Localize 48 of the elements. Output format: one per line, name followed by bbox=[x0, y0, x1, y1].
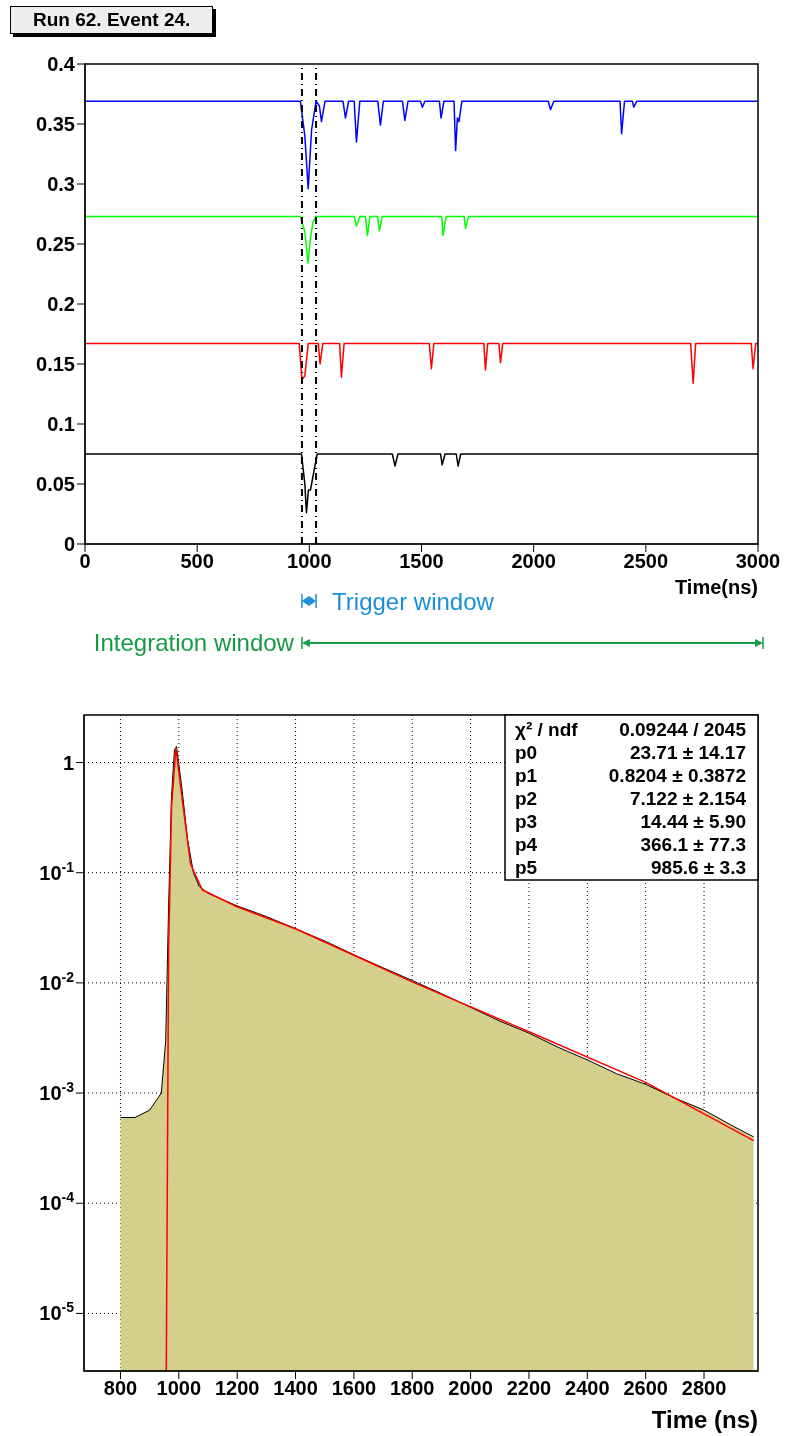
x-tick-label: 1200 bbox=[214, 1377, 260, 1399]
y-tick-label: 10$^{-1}$ bbox=[39, 858, 75, 884]
line-series bbox=[85, 215, 758, 264]
x-tick-label: 2000 bbox=[511, 550, 556, 572]
text: Integration window bbox=[93, 629, 295, 656]
text: p5 985.6 ± 3.3 bbox=[515, 857, 746, 878]
y-tick-label: 10$^{-2}$ bbox=[39, 968, 75, 994]
text: p4 366.1 ± 77.3 bbox=[515, 834, 746, 855]
x-tick-label: 2200 bbox=[506, 1377, 552, 1399]
y-tick-label: 0.1 bbox=[47, 413, 75, 435]
x-tick-label: 2500 bbox=[623, 550, 669, 572]
x-tick-label: 2400 bbox=[565, 1377, 610, 1399]
x-tick-label: 1400 bbox=[273, 1377, 318, 1399]
y-tick-label: 0.3 bbox=[47, 173, 75, 195]
y-tick-label: 0.15 bbox=[36, 353, 75, 375]
x-tick-label: 0 bbox=[79, 550, 91, 572]
x-tick-label: 500 bbox=[180, 550, 214, 572]
text: Trigger window bbox=[332, 588, 495, 615]
y-tick-label: 0.25 bbox=[36, 233, 75, 255]
x-tick-label: 800 bbox=[103, 1377, 138, 1399]
text: p1 0.8204 ± 0.3872 bbox=[515, 765, 746, 786]
x-axis-title: Time (ns) bbox=[651, 1406, 758, 1433]
x-tick-label: 1000 bbox=[156, 1377, 202, 1399]
x-tick-label: 3000 bbox=[735, 550, 781, 572]
x-tick-label: 2000 bbox=[448, 1377, 493, 1399]
x-tick-label: 1600 bbox=[331, 1377, 377, 1399]
y-tick-label: 10$^{-4}$ bbox=[39, 1189, 75, 1215]
y-tick-label: 10$^{-5}$ bbox=[39, 1299, 75, 1325]
y-tick-label: 0 bbox=[63, 533, 75, 555]
y-tick-label: 0.4 bbox=[47, 53, 76, 75]
x-tick-label: 2800 bbox=[681, 1377, 727, 1399]
x-tick-label: 1000 bbox=[287, 550, 332, 572]
x-axis-title: Time(ns) bbox=[675, 576, 758, 598]
y-tick-label: 1 bbox=[62, 751, 74, 774]
text: p0 23.71 ± 14.17 bbox=[515, 742, 746, 763]
x-tick-label: 2600 bbox=[623, 1377, 668, 1399]
y-tick-label: 0.2 bbox=[47, 293, 75, 315]
y-tick-label: 0.35 bbox=[36, 113, 75, 135]
line-series bbox=[85, 100, 758, 190]
x-tick-label: 1500 bbox=[399, 550, 444, 572]
y-tick-label: 10$^{-3}$ bbox=[39, 1079, 75, 1105]
chart-title: Run 62. Event 24. bbox=[10, 6, 214, 34]
text: p2 7.122 ± 2.154 bbox=[515, 788, 746, 809]
line-series bbox=[85, 342, 758, 384]
text: p3 14.44 ± 5.90 bbox=[515, 811, 746, 832]
x-tick-label: 1800 bbox=[390, 1377, 435, 1399]
y-tick-label: 0.05 bbox=[36, 473, 75, 495]
text: χ² / ndf 0.09244 / 2045 bbox=[515, 719, 746, 740]
